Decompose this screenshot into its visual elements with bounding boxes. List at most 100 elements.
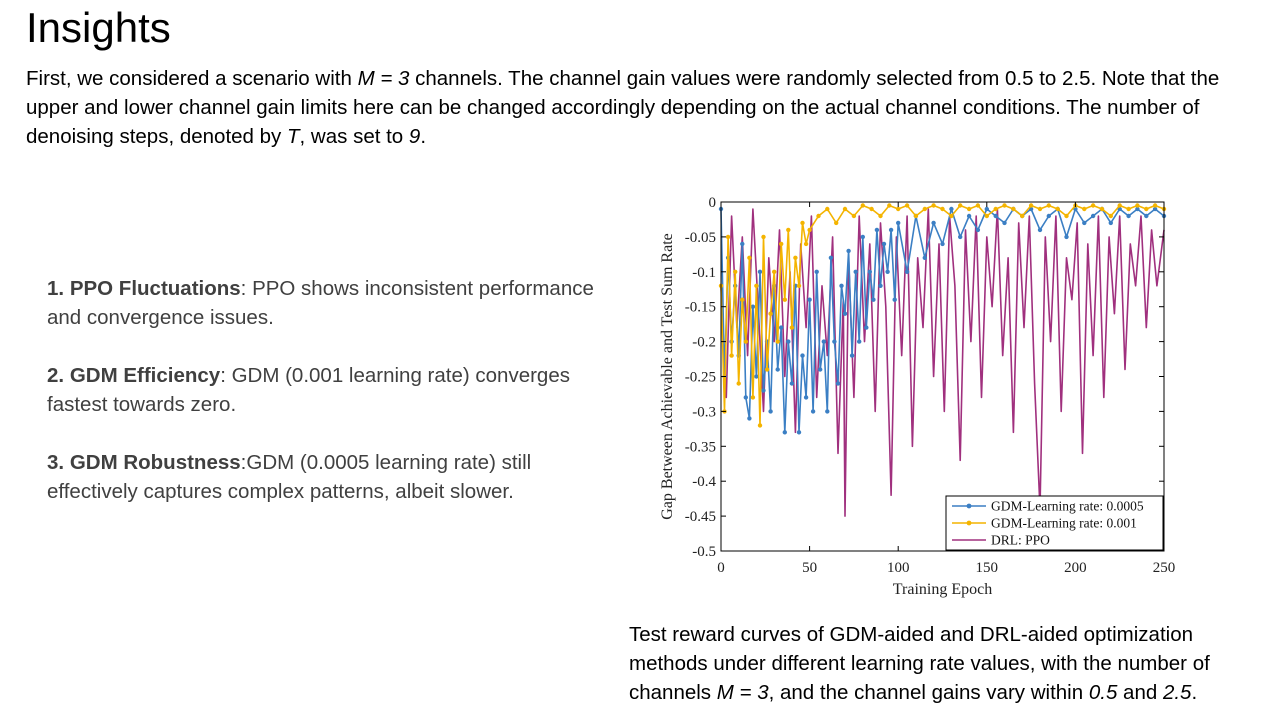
chart-legend: GDM-Learning rate: 0.0005 GDM-Learning ra… (945, 495, 1164, 551)
legend-item-2: GDM-Learning rate: 0.001 (952, 516, 1137, 531)
series-1-point (1152, 206, 1158, 212)
series-1-point (949, 206, 954, 212)
series-1-point (740, 241, 745, 247)
series-1-point (796, 430, 802, 435)
series-2-point (984, 213, 989, 219)
series-2-point (851, 213, 857, 219)
series-2-point (966, 206, 972, 212)
series-1-point (782, 430, 787, 435)
series-1-point (1037, 227, 1043, 233)
y-tick-label: -0.5 (692, 544, 716, 560)
series-2-point (1144, 206, 1149, 212)
series-1-point (849, 353, 855, 358)
series-1-point (818, 367, 823, 372)
series-2-point (750, 395, 756, 400)
y-tick-label: -0.2 (692, 335, 716, 351)
series-1-point (839, 283, 844, 288)
series-1-point (922, 255, 927, 260)
series-1-point (871, 297, 876, 302)
series-2-point (786, 227, 791, 233)
series-2-point (1064, 213, 1069, 219)
y-tick-label: -0.3 (692, 404, 716, 420)
series-1-point (747, 416, 752, 421)
y-tick-label: -0.45 (685, 509, 716, 525)
series-1-point (743, 395, 748, 400)
series-2-point (1108, 213, 1113, 219)
series-1-point (857, 339, 862, 344)
series-1-point (832, 339, 837, 344)
intro-text-3: , was set to (299, 125, 409, 148)
series-2-point (1099, 206, 1105, 212)
series-2-point (1002, 203, 1007, 208)
intro-t-value: 9 (408, 125, 421, 148)
series-2-point (1011, 206, 1016, 212)
y-tick-label: -0.25 (685, 370, 716, 386)
legend-label: GDM-Learning rate: 0.0005 (991, 499, 1144, 514)
series-1-point (757, 269, 763, 274)
chart-container: 0 50 100 150 200 250 0 -0.05 -0.1 -0.15 -0.2 -0.25 -… (650, 190, 1190, 605)
series-2-point (757, 423, 763, 428)
series-2-point (754, 283, 759, 288)
series-2-point (772, 269, 777, 274)
series-2-point (789, 325, 795, 330)
series-1-point (750, 304, 756, 309)
series-2-point (993, 206, 998, 212)
caption-gain-low: 0.5 (1088, 681, 1118, 704)
insight-2-heading: 2. GDM Efficiency (47, 364, 221, 387)
series-2-point (1117, 203, 1122, 208)
series-1-point (1108, 220, 1113, 226)
series-1-point (993, 213, 998, 219)
page-title: Insights (26, 4, 171, 51)
x-tick-label: 150 (976, 560, 999, 576)
series-1-point (786, 339, 791, 344)
series-1-point (1135, 206, 1140, 212)
series-2 (718, 203, 1167, 428)
series-2-point (1090, 203, 1096, 208)
series-1-point (966, 213, 972, 219)
series-2-point (949, 213, 954, 219)
series-2-point (733, 269, 738, 274)
series-2-point (816, 213, 821, 219)
series-2-point (793, 255, 798, 260)
series-1-point (754, 374, 759, 379)
x-tick-label: 100 (887, 560, 910, 576)
intro-text-4: . (420, 125, 427, 148)
series-1-point (958, 234, 963, 240)
axis-ticks: 0 50 100 150 200 250 0 -0.05 -0.1 -0.15 -0.2 -0.25 -… (685, 195, 1176, 576)
series-2-point (1037, 206, 1043, 212)
series-1-point (1144, 213, 1149, 219)
series-3 (720, 208, 1165, 517)
series-1-point (768, 409, 773, 414)
series-2-point (1082, 206, 1087, 212)
legend-label: DRL: PPO (991, 533, 1050, 548)
series-2-point (842, 206, 848, 212)
series-2-point (761, 234, 766, 240)
series-2-point (896, 206, 901, 212)
series-1-point (975, 227, 981, 233)
intro-text-1: First, we considered a scenario with (26, 67, 358, 90)
y-tick-label: -0.35 (685, 439, 716, 455)
series-2-point (940, 206, 945, 212)
series-1-point (860, 234, 865, 240)
insights-list: 1. PPO Fluctuations: PPO shows inconsist… (47, 274, 617, 535)
series-2-point (743, 339, 748, 344)
series-1-point (800, 353, 805, 358)
legend-marker (966, 503, 972, 509)
series-2-point (1020, 213, 1025, 219)
series-2-point (1135, 203, 1140, 208)
series-1-point (825, 409, 830, 414)
x-tick-label: 200 (1064, 560, 1087, 576)
series-2-point (958, 203, 963, 208)
series-2-point (803, 241, 809, 247)
series-1-point (1082, 220, 1087, 226)
series-1-point (904, 269, 910, 274)
y-tick-label: -0.1 (692, 265, 716, 281)
legend-marker (966, 520, 972, 526)
caption-text-1: Test reward curves of GDM-aided and DRL-… (629, 623, 1210, 704)
caption-text-4: . (1191, 681, 1198, 704)
series-2-point (1046, 203, 1051, 208)
line-chart: 0 50 100 150 200 250 0 -0.05 -0.1 -0.15 -0.2 -0.25 -… (659, 195, 1176, 598)
series-2-point (747, 255, 752, 260)
series-1-point (878, 283, 883, 288)
x-tick-label: 250 (1153, 560, 1176, 576)
